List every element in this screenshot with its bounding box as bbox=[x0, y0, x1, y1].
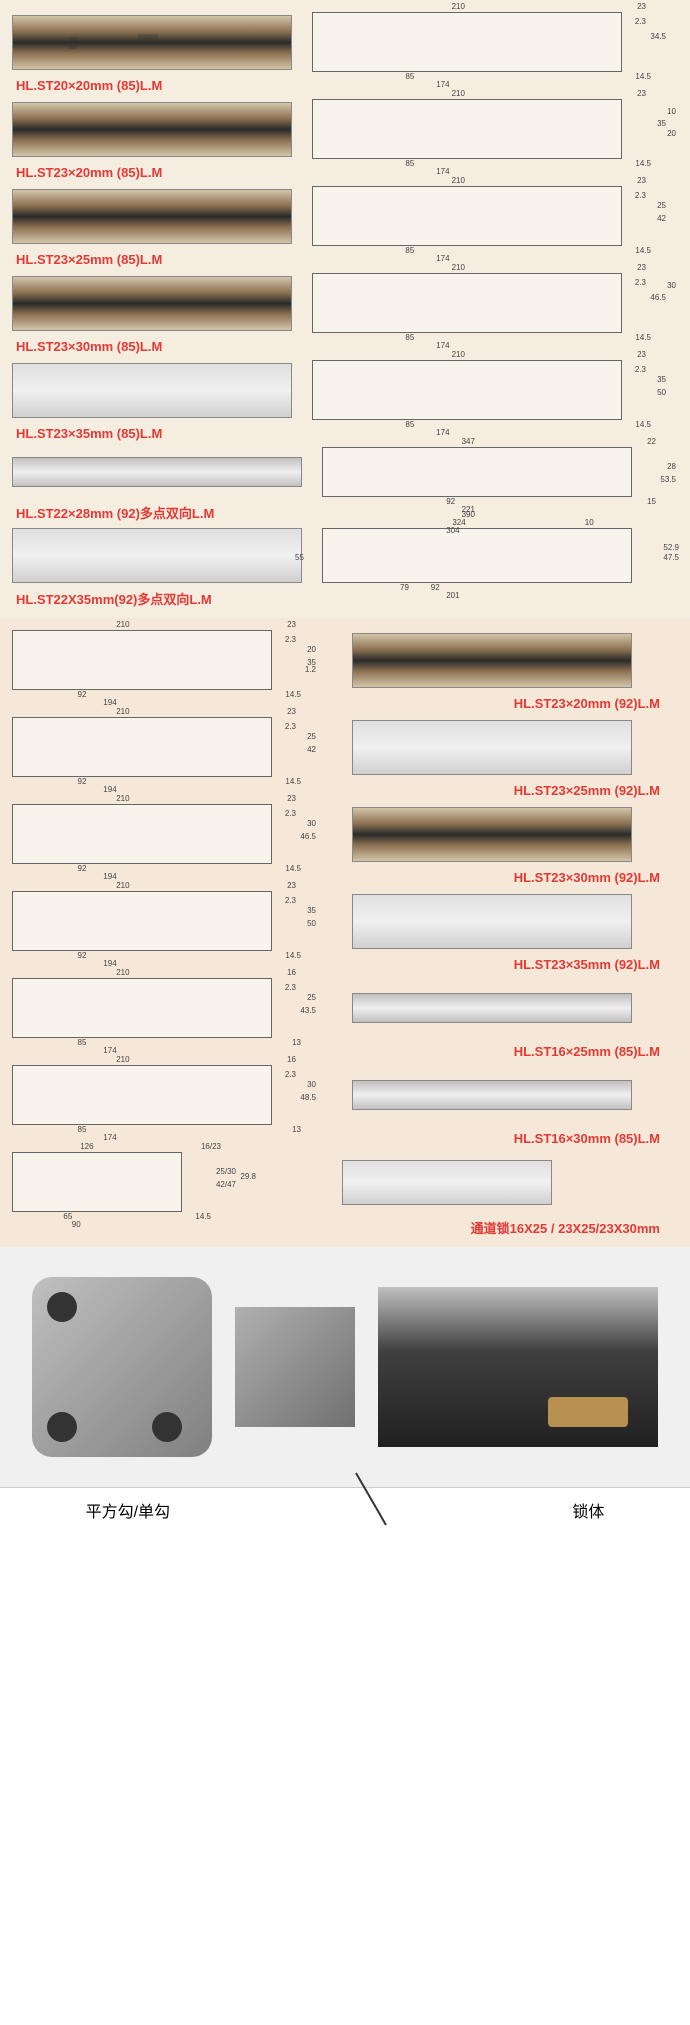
product-row: 210 85 174 14.5 35 23 10 20 bbox=[0, 95, 690, 163]
product-photo bbox=[352, 993, 632, 1023]
product-photo bbox=[12, 363, 292, 418]
mid-section: 210 92 194 2.3 14.5 20 35 23 1.2 HL.ST23… bbox=[0, 618, 690, 1247]
tech-diagram: 210 92 194 2.3 14.5 30 46.5 23 bbox=[12, 804, 272, 864]
dim-h1: 85 bbox=[405, 73, 414, 81]
tech-diagram: 210 85 174 2.3 13 25 43.5 16 bbox=[12, 978, 272, 1038]
tech-diagram: 126 65 90 14.5 25/30 42/47 29.8 16/23 bbox=[12, 1152, 182, 1212]
product-photo bbox=[12, 15, 292, 70]
product-photo bbox=[12, 189, 292, 244]
tech-diagram: 210 92 194 2.3 14.5 25 42 23 bbox=[12, 717, 272, 777]
product-photo bbox=[352, 633, 632, 688]
product-photo bbox=[12, 102, 292, 157]
bottom-section bbox=[0, 1247, 690, 1487]
product-row: 210 85 174 2.3 14.5 46.5 23 30 bbox=[0, 269, 690, 337]
dim-d1: 2.3 bbox=[635, 18, 646, 26]
product-row: 210 92 194 2.3 14.5 20 35 23 1.2 bbox=[0, 626, 690, 694]
hardware-photo-clip bbox=[235, 1307, 355, 1427]
product-label: HL.ST23×25mm (85)L.M bbox=[0, 250, 690, 269]
tech-diagram: 210 92 194 2.3 14.5 35 50 23 bbox=[12, 891, 272, 951]
lockbody-photo bbox=[378, 1287, 658, 1447]
product-photo bbox=[12, 457, 302, 487]
top-section: 210 85 174 2.3 14.5 34.5 23 HL.ST20×20mm… bbox=[0, 0, 690, 618]
product-label: HL.ST23×20mm (85)L.M bbox=[0, 163, 690, 182]
product-label: 通道锁16X25 / 23X25/23X30mm bbox=[0, 1216, 690, 1239]
tech-diagram: 210 85 174 2.3 14.5 35 50 23 bbox=[312, 360, 622, 420]
tech-diagram: 210 85 174 2.3 14.5 25 42 23 bbox=[312, 186, 622, 246]
dim-t2: 23 bbox=[637, 3, 646, 11]
product-row: 210 92 194 2.3 14.5 25 42 23 bbox=[0, 713, 690, 781]
tech-diagram: 210 92 194 2.3 14.5 20 35 23 1.2 bbox=[12, 630, 272, 690]
product-row: 210 85 174 2.3 14.5 25 42 23 bbox=[0, 182, 690, 250]
product-label: HL.ST23×35mm (85)L.M bbox=[0, 424, 690, 443]
dim-t1: 34.5 bbox=[650, 33, 666, 41]
product-label: HL.ST23×30mm (85)L.M bbox=[0, 337, 690, 356]
product-row: 210 92 194 2.3 14.5 30 46.5 23 bbox=[0, 800, 690, 868]
hardware-photo-hook bbox=[32, 1277, 212, 1457]
product-label: HL.ST20×20mm (85)L.M bbox=[0, 76, 690, 95]
product-photo bbox=[352, 720, 632, 775]
product-row: 210 85 174 2.3 14.5 35 50 23 bbox=[0, 356, 690, 424]
product-row: 210 85 174 2.3 14.5 34.5 23 bbox=[0, 8, 690, 76]
product-photo bbox=[352, 807, 632, 862]
tech-diagram: 210 85 174 2.3 14.5 46.5 23 30 bbox=[312, 273, 622, 333]
dim-w: 210 bbox=[452, 3, 465, 11]
product-row: 126 65 90 14.5 25/30 42/47 29.8 16/23 bbox=[0, 1148, 690, 1216]
product-label: HL.ST22X35mm(92)多点双向L.M bbox=[0, 587, 690, 610]
product-row: 390 324 304 10 92 201 79 52.9 47.5 55 bbox=[0, 524, 690, 587]
product-row: 347 92 221 15 28 53.5 22 bbox=[0, 443, 690, 501]
footer-right: 锁体 bbox=[572, 1498, 604, 1522]
product-photo bbox=[12, 528, 302, 583]
tech-diagram: 347 92 221 15 28 53.5 22 bbox=[322, 447, 632, 497]
product-row: 210 92 194 2.3 14.5 35 50 23 bbox=[0, 887, 690, 955]
tech-diagram: 390 324 304 10 92 201 79 52.9 47.5 55 bbox=[322, 528, 632, 583]
footer: 平方勾/单勾 锁体 bbox=[0, 1487, 690, 1532]
footer-left: 平方勾/单勾 bbox=[86, 1498, 170, 1522]
product-photo bbox=[12, 276, 292, 331]
product-row: 210 85 174 2.3 13 25 43.5 16 bbox=[0, 974, 690, 1042]
product-photo bbox=[352, 894, 632, 949]
product-photo bbox=[352, 1080, 632, 1110]
tech-diagram: 210 85 174 14.5 35 23 10 20 bbox=[312, 99, 622, 159]
tech-diagram: 210 85 174 2.3 13 30 48.5 16 bbox=[12, 1065, 272, 1125]
dim-d2: 14.5 bbox=[635, 73, 651, 81]
tech-diagram: 210 85 174 2.3 14.5 34.5 23 bbox=[312, 12, 622, 72]
product-photo bbox=[342, 1160, 552, 1205]
dim-h2: 174 bbox=[436, 81, 449, 89]
product-row: 210 85 174 2.3 13 30 48.5 16 bbox=[0, 1061, 690, 1129]
